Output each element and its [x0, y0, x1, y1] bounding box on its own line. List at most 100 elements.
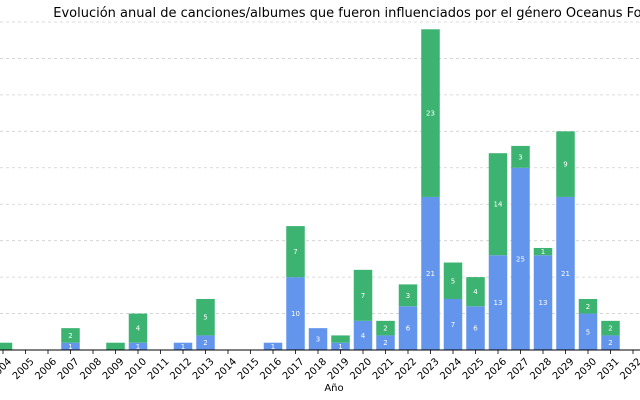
bar-albumes-2009 [106, 342, 125, 350]
x-tick-label-2016: 2016 [258, 356, 284, 382]
bar-canciones-2029 [556, 196, 575, 350]
data-label-albumes-2023: 23 [426, 110, 435, 118]
x-tick-label-2027: 2027 [506, 356, 532, 382]
data-label-canciones-2026: 13 [494, 299, 503, 307]
bar-canciones-2007 [61, 342, 80, 350]
data-label-albumes-2020: 7 [361, 292, 365, 300]
bar-canciones-2028 [533, 255, 553, 350]
x-tick-label-2008: 2008 [78, 356, 104, 382]
data-label-canciones-2024: 7 [451, 321, 455, 329]
bar-canciones-2027 [511, 167, 530, 350]
chart-title: Evolución anual de canciones/albumes que… [53, 6, 640, 21]
bar-albumes-2026 [488, 153, 508, 256]
bar-albumes-2019 [331, 335, 350, 343]
grid-lines [0, 21, 640, 314]
bar-albumes-2021 [376, 320, 395, 336]
x-tick-label-2013: 2013 [191, 356, 217, 382]
x-tick-label-2019: 2019 [326, 356, 352, 382]
x-tick-label-2018: 2018 [303, 356, 329, 382]
data-label-albumes-2027: 3 [518, 153, 522, 161]
bar-albumes-2028 [533, 247, 553, 256]
x-tick-label-2011: 2011 [146, 356, 172, 382]
x-tick-label-2007: 2007 [56, 356, 82, 382]
bars [0, 29, 620, 350]
data-label-albumes-2021: 2 [383, 325, 387, 333]
bar-canciones-2030 [578, 313, 598, 350]
x-tick-label-2006: 2006 [33, 356, 59, 382]
bar-albumes-2031 [601, 320, 620, 336]
data-label-albumes-2031: 2 [608, 325, 612, 333]
bar-canciones-2023 [421, 196, 440, 350]
x-tick-label-2004: 2004 [0, 356, 14, 382]
bar-albumes-2017 [286, 226, 305, 278]
x-axis: 2004200520062007200820092010201120122013… [0, 349, 640, 382]
bar-canciones-2031 [601, 335, 620, 350]
data-label-albumes-2026: 14 [494, 201, 503, 209]
bar-albumes-2027 [511, 145, 530, 168]
data-label-canciones-2020: 4 [361, 332, 366, 340]
x-tick-label-2023: 2023 [416, 356, 442, 382]
x-tick-label-2009: 2009 [101, 356, 127, 382]
x-tick-label-2020: 2020 [348, 356, 374, 382]
bar-canciones-2020 [353, 320, 373, 350]
bar-albumes-2030 [578, 298, 598, 314]
bar-albumes-2025 [466, 277, 485, 307]
bar-canciones-2025 [466, 306, 485, 350]
x-tick-label-2021: 2021 [371, 356, 397, 382]
bar-albumes-2023 [421, 29, 440, 197]
data-label-albumes-2013: 5 [203, 314, 207, 322]
x-tick-label-2031: 2031 [596, 356, 622, 382]
x-tick-label-2024: 2024 [438, 356, 464, 382]
data-label-albumes-2029: 9 [563, 161, 567, 169]
data-label-canciones-2013: 2 [203, 339, 207, 347]
bar-canciones-2024 [443, 298, 463, 350]
x-tick-label-2030: 2030 [573, 356, 599, 382]
data-label-canciones-2010: 1 [136, 343, 140, 351]
x-tick-label-2012: 2012 [168, 356, 194, 382]
data-label-canciones-2028: 13 [539, 299, 548, 307]
data-label-canciones-2025: 6 [473, 325, 478, 333]
bar-canciones-2017 [286, 277, 305, 350]
data-label-albumes-2022: 3 [406, 292, 410, 300]
data-label-albumes-2010: 4 [136, 325, 141, 333]
x-tick-label-2015: 2015 [236, 356, 262, 382]
data-label-canciones-2022: 6 [406, 325, 411, 333]
data-label-canciones-2007: 1 [68, 343, 72, 351]
x-tick-label-2017: 2017 [281, 356, 307, 382]
data-label-albumes-2024: 5 [451, 277, 455, 285]
x-tick-label-2029: 2029 [551, 356, 577, 382]
bar-canciones-2010 [128, 342, 148, 350]
data-label-canciones-2031: 2 [608, 339, 612, 347]
x-tick-label-2005: 2005 [11, 356, 37, 382]
x-tick-label-2014: 2014 [213, 356, 239, 382]
bar-canciones-2012 [173, 342, 193, 350]
bar-canciones-2026 [488, 255, 508, 350]
data-label-canciones-2012: 1 [181, 343, 185, 351]
data-label-canciones-2023: 21 [426, 270, 435, 278]
bar-albumes-2007 [61, 328, 80, 343]
x-tick-label-2010: 2010 [123, 356, 149, 382]
data-label-canciones-2017: 10 [291, 310, 300, 318]
x-tick-label-2026: 2026 [483, 356, 509, 382]
bar-albumes-2029 [556, 131, 575, 197]
bar-albumes-2013 [196, 298, 215, 336]
bar-canciones-2016 [263, 342, 283, 350]
bar-canciones-2022 [398, 306, 418, 350]
data-label-albumes-2030: 2 [586, 303, 590, 311]
bar-albumes-2010 [128, 313, 148, 343]
x-axis-label: Año [324, 383, 343, 394]
bar-canciones-2019 [331, 342, 350, 350]
x-tick-label-2028: 2028 [528, 356, 554, 382]
bar-canciones-2018 [308, 328, 328, 350]
data-label-canciones-2016: 1 [271, 343, 275, 351]
data-label-albumes-2025: 4 [473, 288, 478, 296]
x-tick-label-2032: 2032 [618, 356, 640, 382]
bar-albumes-2022 [398, 284, 418, 307]
data-label-canciones-2029: 21 [561, 270, 570, 278]
data-label-albumes-2017: 7 [293, 248, 297, 256]
bar-albumes-2020 [353, 269, 373, 321]
bar-canciones-2013 [196, 335, 215, 350]
